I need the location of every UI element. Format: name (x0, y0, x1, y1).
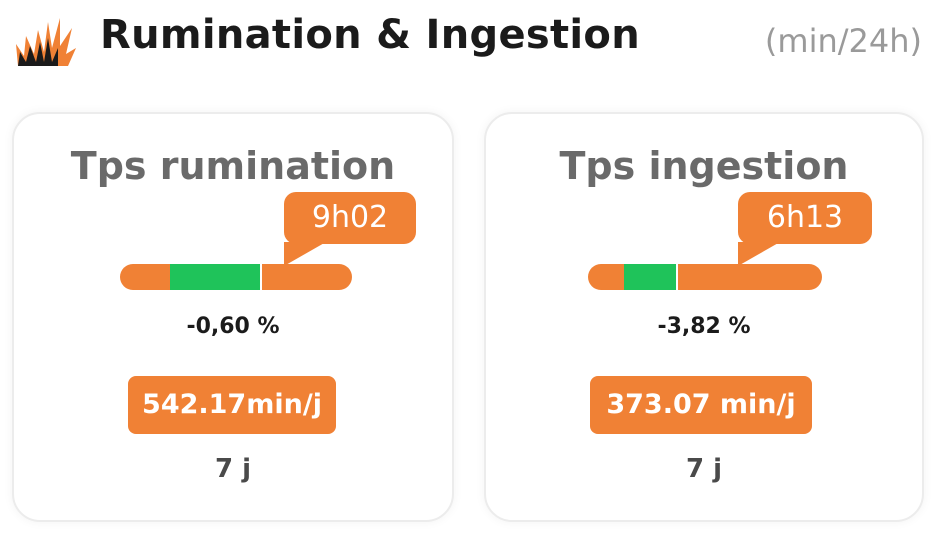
percent-change: -3,82 % (657, 314, 751, 339)
card-title: Tps ingestion (559, 144, 849, 188)
unit-label: (min/24h) (764, 22, 922, 60)
average-badge: 373.07 min/j (590, 376, 812, 434)
value-tooltip: 6h13 (738, 192, 872, 266)
period-label: 7 j (214, 454, 252, 484)
range-bar (120, 264, 352, 290)
bar-divider (676, 264, 678, 290)
percent-change: -0,60 % (186, 314, 280, 339)
target-range-segment (624, 264, 676, 290)
value-tooltip: 9h02 (284, 192, 416, 266)
period-label: 7 j (685, 454, 723, 484)
rumination-card[interactable]: Tps rumination 9h02 -0,60 % 542.17min/j … (12, 112, 454, 522)
page-title: Rumination & Ingestion (100, 12, 640, 58)
range-bar (588, 264, 822, 290)
ingestion-card[interactable]: Tps ingestion 6h13 -3,82 % 373.07 min/j … (484, 112, 924, 522)
card-title: Tps rumination (70, 144, 396, 188)
average-badge: 542.17min/j (128, 376, 336, 434)
target-range-segment (170, 264, 260, 290)
bar-divider (260, 264, 262, 290)
grass-flame-icon (16, 18, 76, 66)
header: Rumination & Ingestion (min/24h) (0, 0, 938, 80)
